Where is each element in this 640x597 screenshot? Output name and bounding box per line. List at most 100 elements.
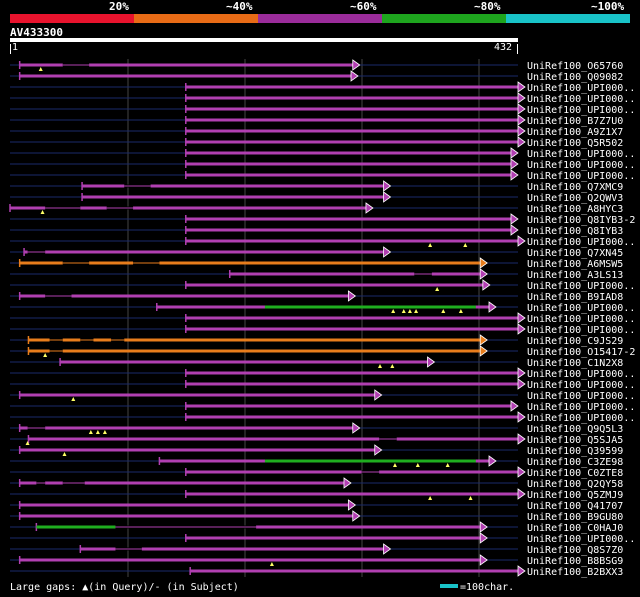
ruler-end-label: 432 bbox=[494, 42, 513, 53]
hit-label: UniRef100_UPI000.. bbox=[527, 413, 635, 424]
hit-arrow bbox=[365, 202, 374, 214]
hit-label: UniRef100_Q9Q5L3 bbox=[527, 424, 623, 435]
hit-arrow bbox=[352, 510, 361, 522]
hit-arrow bbox=[517, 411, 526, 423]
hit-label: UniRef100_Q5SJA5 bbox=[527, 435, 623, 446]
hit-label: UniRef100_O65760 bbox=[527, 61, 623, 72]
ruler-start-tick bbox=[10, 44, 11, 54]
query-gap-marker bbox=[445, 463, 450, 467]
hit-arrow bbox=[383, 543, 392, 555]
hit-arrow bbox=[383, 246, 392, 258]
hit-arrow bbox=[347, 290, 357, 302]
hit-label: UniRef100_Q5ZMJ9 bbox=[527, 490, 623, 501]
hit-arrow bbox=[517, 92, 526, 104]
query-name: AV433300 bbox=[10, 26, 63, 39]
hit-arrow bbox=[517, 378, 526, 390]
hit-arrow bbox=[517, 367, 526, 379]
hit-label: UniRef100_B2BXX3 bbox=[527, 567, 623, 578]
hit-label: UniRef100_Q7XN45 bbox=[527, 248, 623, 259]
hit-label: UniRef100_Q39599 bbox=[527, 446, 623, 457]
query-gap-marker bbox=[415, 463, 420, 467]
hit-label: UniRef100_C0ZTE8 bbox=[527, 468, 623, 479]
hit-label: UniRef100_UPI000.. bbox=[527, 149, 635, 160]
query-gap-marker bbox=[38, 67, 43, 71]
query-gap-marker bbox=[392, 463, 397, 467]
legend-segment bbox=[134, 14, 258, 23]
legend-label: ~40% bbox=[226, 0, 253, 13]
hit-arrow bbox=[479, 257, 488, 269]
hit-arrow bbox=[517, 103, 526, 115]
hit-label: UniRef100_B7Z7U0 bbox=[527, 116, 623, 127]
hit-arrow bbox=[510, 224, 519, 236]
hit-label: UniRef100_C3ZE98 bbox=[527, 457, 623, 468]
hit-label: UniRef100_UPI000.. bbox=[527, 380, 635, 391]
hit-label: UniRef100_UPI000.. bbox=[527, 105, 635, 116]
ruler-end-tick bbox=[517, 44, 518, 54]
hit-arrow bbox=[517, 466, 526, 478]
hit-arrow bbox=[488, 455, 497, 467]
query-gap-marker bbox=[95, 430, 100, 434]
hit-label: UniRef100_A6MSW5 bbox=[527, 259, 623, 270]
hit-label: UniRef100_O15417-2 bbox=[527, 347, 635, 358]
ruler-start-label: 1 bbox=[12, 42, 19, 53]
hit-label: UniRef100_UPI000.. bbox=[527, 402, 635, 413]
hit-arrow bbox=[343, 477, 352, 489]
query-gap-marker bbox=[391, 309, 396, 313]
hit-arrow bbox=[347, 499, 357, 511]
query-gap-marker bbox=[468, 496, 473, 500]
query-gap-marker bbox=[102, 430, 107, 434]
hit-arrow bbox=[510, 400, 519, 412]
hit-label: UniRef100_UPI000.. bbox=[527, 303, 635, 314]
hit-arrow bbox=[517, 323, 526, 335]
hit-label: UniRef100_UPI000.. bbox=[527, 281, 635, 292]
identity-legend-bar bbox=[10, 14, 630, 23]
hit-label: UniRef100_A9Z1X7 bbox=[527, 127, 623, 138]
hit-arrow bbox=[517, 488, 526, 500]
query-gap-marker bbox=[62, 452, 67, 456]
query-gap-marker bbox=[71, 397, 76, 401]
hit-arrow bbox=[479, 532, 488, 544]
legend-label: ~100% bbox=[591, 0, 625, 13]
hit-label: UniRef100_UPI000.. bbox=[527, 314, 635, 325]
hit-arrow bbox=[482, 279, 491, 291]
hit-label: UniRef100_Q09082 bbox=[527, 72, 623, 83]
query-gap-marker bbox=[435, 287, 440, 291]
hit-label: UniRef100_UPI000.. bbox=[527, 534, 635, 545]
hit-label: UniRef100_Q8S7Z0 bbox=[527, 545, 623, 556]
query-gap-marker bbox=[390, 364, 395, 368]
hit-label: UniRef100_B8BSG9 bbox=[527, 556, 623, 567]
hit-arrow bbox=[479, 268, 488, 280]
hit-label: UniRef100_UPI000.. bbox=[527, 160, 635, 171]
hit-arrow bbox=[517, 565, 526, 577]
query-gap-marker bbox=[428, 496, 433, 500]
hit-arrow bbox=[374, 389, 383, 401]
hit-arrow bbox=[488, 301, 497, 313]
hit-arrow bbox=[510, 158, 519, 170]
legend-label: 20% bbox=[109, 0, 129, 13]
hit-arrow bbox=[517, 81, 526, 93]
query-gap-marker bbox=[25, 441, 30, 445]
query-gap-marker bbox=[43, 353, 48, 357]
legend-label: ~60% bbox=[350, 0, 377, 13]
scale-bar bbox=[440, 584, 458, 588]
hit-label: UniRef100_UPI000.. bbox=[527, 369, 635, 380]
hit-label: UniRef100_UPI000.. bbox=[527, 83, 635, 94]
legend-label: ~80% bbox=[474, 0, 501, 13]
hit-label: UniRef100_Q8IYB3 bbox=[527, 226, 623, 237]
hit-arrow bbox=[479, 334, 488, 346]
scale-bar-label: =100char. bbox=[460, 582, 515, 593]
query-gap-marker bbox=[441, 309, 446, 313]
hit-label: UniRef100_Q7XMC9 bbox=[527, 182, 623, 193]
query-bar bbox=[10, 38, 518, 42]
query-gap-marker bbox=[401, 309, 406, 313]
hit-label: UniRef100_UPI000.. bbox=[527, 325, 635, 336]
hit-arrow bbox=[510, 213, 519, 225]
hit-label: UniRef100_C9JS29 bbox=[527, 336, 623, 347]
hit-label: UniRef100_C0HAJ0 bbox=[527, 523, 623, 534]
query-gap-marker bbox=[378, 364, 383, 368]
hit-label: UniRef100_Q2QWV3 bbox=[527, 193, 623, 204]
hit-label: UniRef100_Q2QY58 bbox=[527, 479, 623, 490]
hit-arrow bbox=[510, 147, 519, 159]
hit-arrow bbox=[517, 125, 526, 137]
